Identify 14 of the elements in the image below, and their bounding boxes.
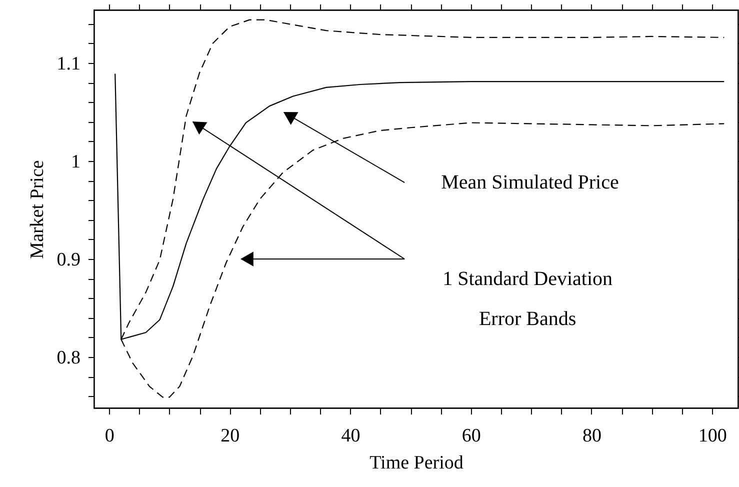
x-tick-label: 0 xyxy=(104,426,114,446)
annotation: Mean Simulated Price xyxy=(441,172,619,194)
x-tick-label: 20 xyxy=(220,426,240,446)
x-tick-label: 60 xyxy=(462,426,481,446)
y-tick-label: 0.8 xyxy=(56,348,80,369)
y-tick-label: 0.9 xyxy=(56,249,80,270)
x-tick-label: 100 xyxy=(698,426,727,446)
x-tick-label: 40 xyxy=(341,426,360,446)
y-tick-label: 1.1 xyxy=(56,53,80,74)
y-axis-title: Market Price xyxy=(26,160,48,259)
x-tick-label: 80 xyxy=(582,426,602,446)
y-tick-label: 1 xyxy=(71,151,80,172)
annotation: 1 Standard Deviation Error Bands xyxy=(442,268,613,330)
x-axis-title: Time Period xyxy=(370,452,464,474)
